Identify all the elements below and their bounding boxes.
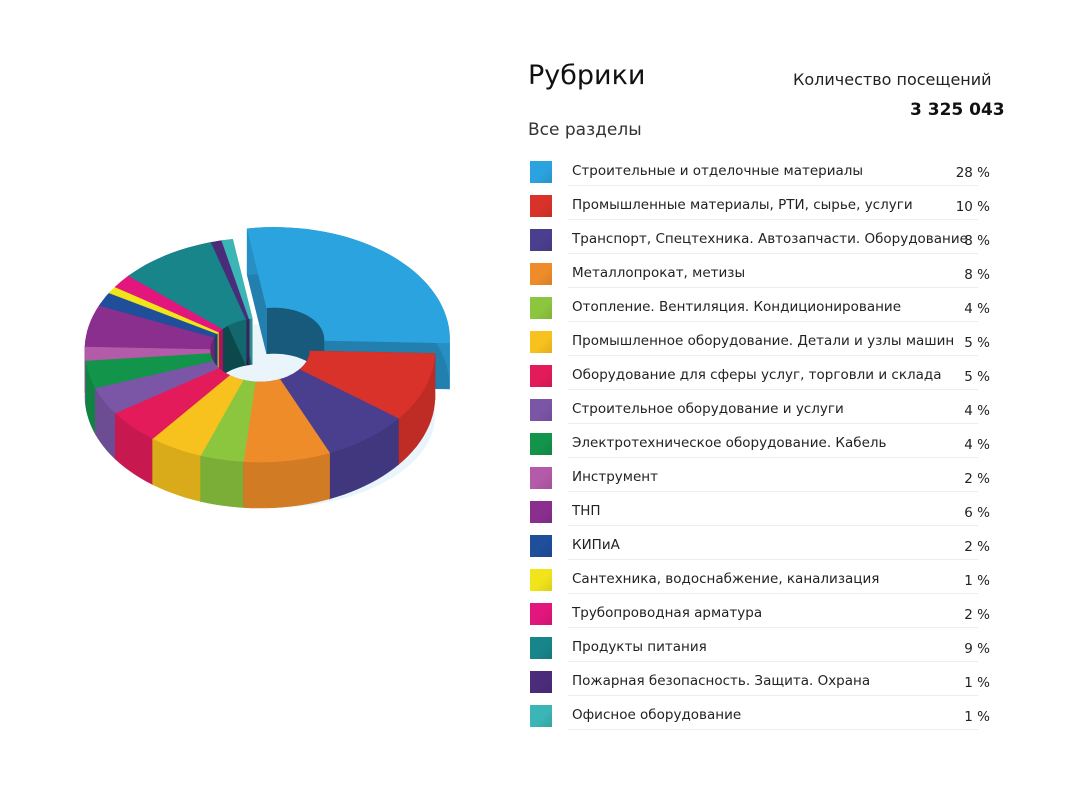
legend-divider	[568, 729, 978, 730]
legend-value: 8 %	[964, 267, 990, 283]
legend-value: 8 %	[964, 233, 990, 249]
legend-swatch	[530, 671, 552, 693]
legend-item: Металлопрокат, метизы 8 %	[528, 260, 998, 294]
page-title: Рубрики	[528, 60, 646, 91]
legend-value: 4 %	[964, 403, 990, 419]
legend-label: Сантехника, водоснабжение, канализация	[572, 571, 880, 587]
legend-swatch	[530, 195, 552, 217]
legend-value: 1 %	[964, 573, 990, 589]
legend-label: Строительные и отделочные материалы	[572, 163, 864, 179]
legend-value: 4 %	[964, 437, 990, 453]
chart-legend: Строительные и отделочные материалы 28 % П…	[528, 158, 998, 736]
legend-divider	[568, 321, 978, 322]
visits-count: 3 325 043	[910, 100, 1005, 120]
legend-divider	[568, 287, 978, 288]
legend-divider	[568, 185, 978, 186]
legend-item: Строительные и отделочные материалы 28 %	[528, 158, 998, 192]
legend-divider	[568, 525, 978, 526]
legend-value: 5 %	[964, 369, 990, 385]
legend-label: Пожарная безопасность. Защита. Охрана	[572, 673, 871, 689]
legend-divider	[568, 389, 978, 390]
legend-swatch	[530, 331, 552, 353]
legend-label: Отопление. Вентиляция. Кондиционирование	[572, 299, 902, 315]
legend-value: 28 %	[955, 165, 990, 181]
legend-label: КИПиА	[572, 537, 620, 553]
legend-item: Отопление. Вентиляция. Кондиционирование…	[528, 294, 998, 328]
legend-divider	[568, 661, 978, 662]
legend-label: ТНП	[572, 503, 601, 519]
legend-divider	[568, 695, 978, 696]
legend-divider	[568, 593, 978, 594]
legend-item: ТНП 6 %	[528, 498, 998, 532]
legend-swatch	[530, 705, 552, 727]
legend-swatch	[530, 535, 552, 557]
legend-swatch	[530, 161, 552, 183]
legend-label: Промышленные материалы, РТИ, сырье, услу…	[572, 197, 913, 213]
legend-value: 2 %	[964, 471, 990, 487]
legend-swatch	[530, 467, 552, 489]
legend-divider	[568, 491, 978, 492]
legend-divider	[568, 423, 978, 424]
legend-label: Металлопрокат, метизы	[572, 265, 746, 281]
legend-label: Транспорт, Спецтехника. Автозапчасти. Об…	[572, 231, 968, 247]
legend-swatch	[530, 569, 552, 591]
donut-outer-wall	[200, 455, 244, 508]
legend-value: 9 %	[964, 641, 990, 657]
legend-item: Оборудование для сферы услуг, торговли и…	[528, 362, 998, 396]
legend-swatch	[530, 501, 552, 523]
legend-divider	[568, 253, 978, 254]
legend-item: Инструмент 2 %	[528, 464, 998, 498]
legend-label: Оборудование для сферы услуг, торговли и…	[572, 367, 942, 383]
legend-swatch	[530, 263, 552, 285]
legend-swatch	[530, 637, 552, 659]
legend-value: 5 %	[964, 335, 990, 351]
legend-label: Офисное оборудование	[572, 707, 742, 723]
legend-value: 4 %	[964, 301, 990, 317]
legend-value: 6 %	[964, 505, 990, 521]
legend-label: Промышленное оборудование. Детали и узлы…	[572, 333, 955, 349]
legend-label: Инструмент	[572, 469, 658, 485]
legend-item: Электротехническое оборудование. Кабель 4…	[528, 430, 998, 464]
legend-value: 2 %	[964, 539, 990, 555]
legend-divider	[568, 457, 978, 458]
legend-item: Промышленное оборудование. Детали и узлы…	[528, 328, 998, 362]
donut-chart	[60, 200, 480, 570]
legend-swatch	[530, 229, 552, 251]
legend-value: 1 %	[964, 675, 990, 691]
donut-chart-svg	[84, 227, 450, 509]
legend-swatch	[530, 399, 552, 421]
legend-label: Продукты питания	[572, 639, 707, 655]
legend-swatch	[530, 603, 552, 625]
legend-item: Пожарная безопасность. Защита. Охрана 1 %	[528, 668, 998, 702]
legend-swatch	[530, 297, 552, 319]
pie-slice	[246, 227, 450, 344]
legend-label: Электротехническое оборудование. Кабель	[572, 435, 887, 451]
legend-value: 1 %	[964, 709, 990, 725]
legend-swatch	[530, 433, 552, 455]
legend-item: Сантехника, водоснабжение, канализация 1 …	[528, 566, 998, 600]
visits-label: Количество посещений	[793, 70, 992, 89]
legend-item: Офисное оборудование 1 %	[528, 702, 998, 736]
legend-divider	[568, 355, 978, 356]
legend-item: Промышленные материалы, РТИ, сырье, услу…	[528, 192, 998, 226]
legend-item: Трубопроводная арматура 2 %	[528, 600, 998, 634]
legend-divider	[568, 559, 978, 560]
legend-item: Транспорт, Спецтехника. Автозапчасти. Об…	[528, 226, 998, 260]
section-subtitle: Все разделы	[528, 120, 642, 140]
legend-value: 10 %	[955, 199, 990, 215]
legend-item: Продукты питания 9 %	[528, 634, 998, 668]
legend-item: КИПиА 2 %	[528, 532, 998, 566]
pie-slice	[221, 239, 253, 320]
legend-label: Строительное оборудование и услуги	[572, 401, 844, 417]
legend-label: Трубопроводная арматура	[572, 605, 763, 621]
legend-divider	[568, 219, 978, 220]
legend-item: Строительное оборудование и услуги 4 %	[528, 396, 998, 430]
legend-value: 2 %	[964, 607, 990, 623]
legend-swatch	[530, 365, 552, 387]
legend-divider	[568, 627, 978, 628]
